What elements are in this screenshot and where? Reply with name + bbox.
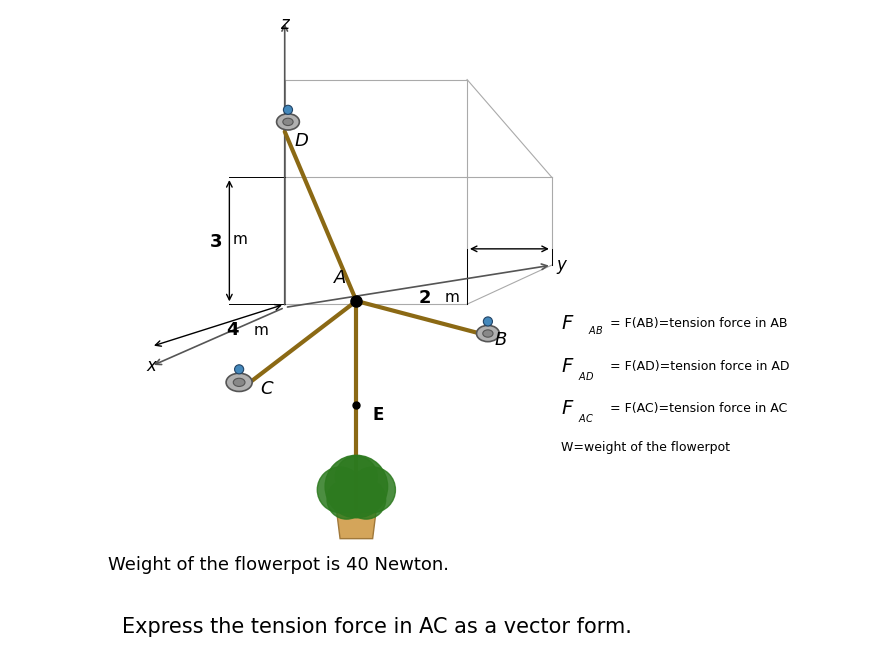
Text: z: z (281, 15, 289, 33)
Text: 3: 3 (210, 233, 222, 251)
Circle shape (347, 480, 386, 519)
Text: E: E (373, 406, 384, 424)
Text: $_{AC}$: $_{AC}$ (578, 411, 594, 425)
Circle shape (235, 365, 243, 374)
Ellipse shape (233, 378, 245, 387)
Text: 2: 2 (419, 288, 431, 307)
Text: y: y (556, 256, 567, 274)
Circle shape (327, 480, 366, 519)
Text: m: m (444, 290, 459, 305)
Circle shape (350, 467, 395, 513)
Text: C: C (261, 380, 273, 398)
Circle shape (335, 456, 377, 498)
Circle shape (340, 480, 373, 513)
Text: $F$: $F$ (561, 356, 575, 375)
Circle shape (325, 455, 388, 518)
Polygon shape (337, 513, 376, 539)
Ellipse shape (476, 326, 500, 341)
Circle shape (283, 105, 293, 114)
Text: $F$: $F$ (561, 314, 575, 334)
Text: 4: 4 (226, 321, 239, 339)
Text: $F$: $F$ (561, 399, 575, 418)
Text: = F(AB)=tension force in AB: = F(AB)=tension force in AB (610, 317, 788, 330)
Text: Express the tension force in AC as a vector form.: Express the tension force in AC as a vec… (122, 617, 632, 636)
Text: = F(AC)=tension force in AC: = F(AC)=tension force in AC (610, 402, 787, 415)
Text: B: B (494, 331, 507, 349)
Ellipse shape (282, 118, 293, 126)
Text: m: m (254, 323, 269, 337)
Text: A: A (335, 269, 347, 287)
Circle shape (483, 317, 493, 326)
Text: W=weight of the flowerpot: W=weight of the flowerpot (561, 441, 731, 454)
Ellipse shape (276, 114, 300, 130)
Text: D: D (295, 132, 308, 150)
Text: x: x (146, 357, 156, 375)
Text: = F(AD)=tension force in AD: = F(AD)=tension force in AD (610, 360, 790, 373)
Ellipse shape (483, 330, 493, 337)
Text: $_{AD}$: $_{AD}$ (578, 369, 594, 383)
Text: $_{AB}$: $_{AB}$ (587, 323, 603, 337)
Text: Weight of the flowerpot is 40 Newton.: Weight of the flowerpot is 40 Newton. (108, 556, 448, 574)
Ellipse shape (226, 373, 252, 392)
Circle shape (317, 467, 363, 513)
Text: m: m (233, 232, 248, 247)
